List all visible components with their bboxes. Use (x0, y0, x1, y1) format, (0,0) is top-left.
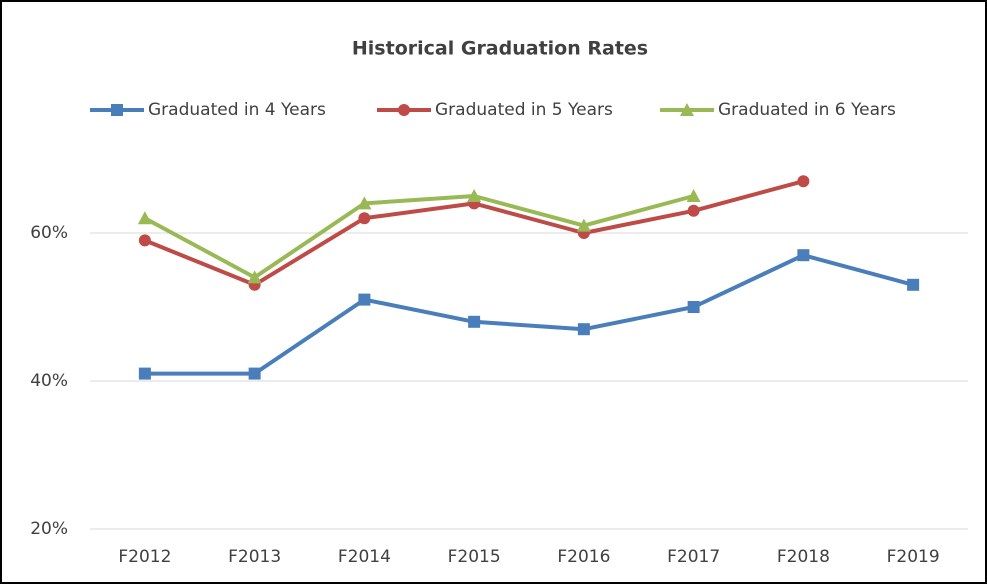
data-point (797, 175, 810, 188)
chart-title: Historical Graduation Rates (352, 38, 648, 60)
data-point (247, 270, 262, 284)
data-point (576, 218, 591, 232)
x-tick-label: F2013 (228, 547, 281, 567)
y-tick-label: 40% (30, 371, 68, 391)
data-point (138, 367, 151, 380)
y-tick-label: 60% (30, 223, 68, 243)
legend-label: Graduated in 5 Years (435, 100, 613, 120)
data-point (687, 301, 700, 313)
data-point (467, 189, 482, 202)
x-tick-label: F2015 (448, 547, 501, 567)
data-point (358, 293, 371, 306)
data-point (797, 249, 810, 262)
data-point (357, 196, 372, 210)
legend-label: Graduated in 4 Years (148, 100, 326, 120)
legend-marker (398, 104, 410, 116)
data-point (687, 204, 700, 217)
data-point (577, 323, 590, 336)
data-point (137, 211, 152, 225)
data-point (468, 315, 481, 328)
legend-marker (111, 104, 123, 116)
series-line (144, 253, 914, 376)
x-tick-label: F2014 (338, 547, 391, 567)
x-tick-label: F2019 (887, 547, 940, 567)
data-point (248, 367, 261, 380)
legend-label: Graduated in 6 Years (718, 100, 896, 120)
data-point (138, 234, 151, 247)
data-point (358, 212, 371, 225)
data-point (907, 278, 920, 291)
y-tick-label: 20% (30, 519, 68, 539)
x-tick-label: F2017 (667, 547, 720, 567)
series-line (143, 194, 695, 280)
legend-marker (680, 103, 694, 116)
x-tick-label: F2018 (777, 547, 830, 567)
x-tick-label: F2012 (118, 547, 171, 567)
x-tick-label: F2016 (557, 547, 610, 567)
data-point (686, 189, 701, 202)
